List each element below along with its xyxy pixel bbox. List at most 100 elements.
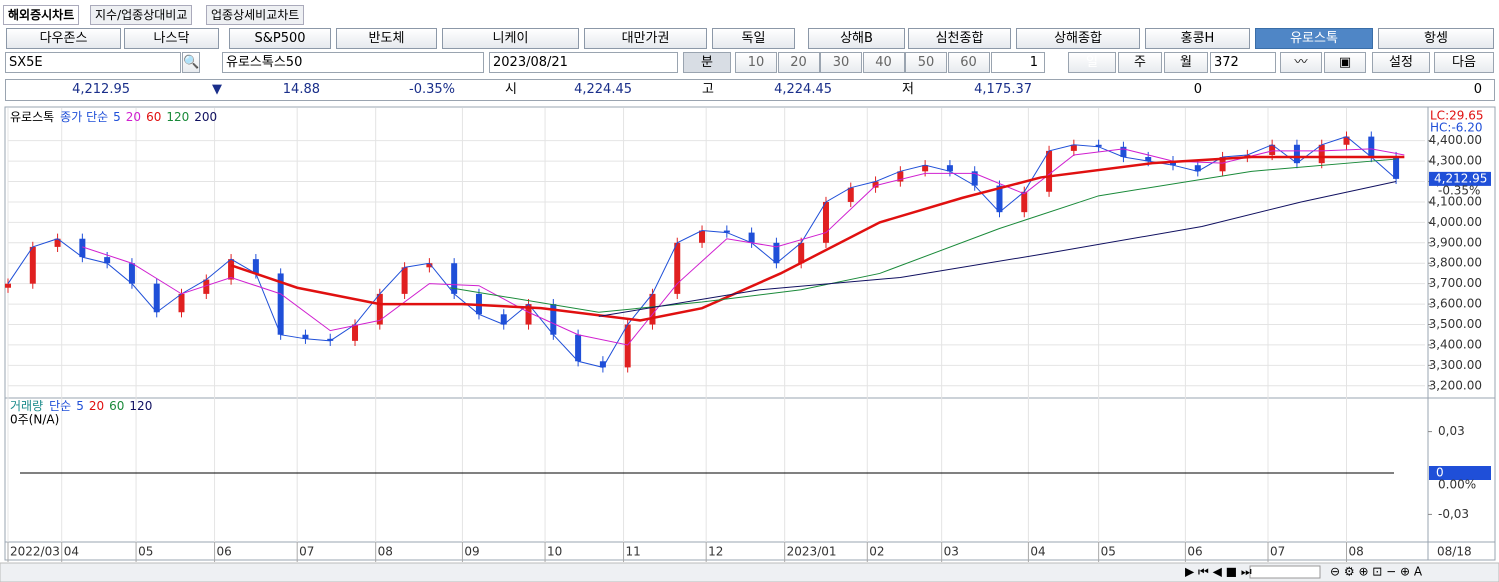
minute-step[interactable]: 60 — [947, 52, 990, 73]
y-tick-label: 3,400.00 — [1429, 337, 1482, 351]
x-tick-label: 10 — [547, 545, 562, 559]
index-button[interactable]: 나스닥 — [124, 28, 219, 49]
y-tick-label: 3,700.00 — [1429, 276, 1482, 290]
candle-body — [723, 230, 730, 233]
x-tick-label: 09 — [464, 545, 479, 559]
x-tick-label: 02 — [869, 545, 884, 559]
zero-box — [1429, 466, 1491, 480]
candle-body — [922, 165, 929, 172]
tab[interactable]: 업종상세비교차트 — [206, 5, 305, 25]
arrow: ▼ — [212, 82, 222, 97]
low-label: 저 — [902, 82, 914, 97]
y-tick-label: 3,500.00 — [1429, 317, 1482, 331]
legend-prefix: 종가 단순 — [60, 110, 108, 124]
moving-average — [598, 181, 1397, 317]
index-button[interactable]: 독일 — [712, 28, 795, 49]
count-input[interactable]: 372 — [1210, 52, 1276, 73]
minute-button[interactable]: 분 — [683, 52, 731, 73]
candle-body — [128, 263, 135, 284]
last-price-box — [1429, 171, 1491, 186]
candle-body — [29, 246, 36, 284]
chart-style[interactable]: 〰 — [1280, 52, 1322, 73]
rate: -0.35% — [409, 82, 455, 97]
tab[interactable]: 지수/업종상대비교 — [90, 5, 193, 25]
legend-entry: 5 — [76, 399, 84, 413]
legend-entry: 120 — [166, 110, 189, 124]
month-button[interactable]: 월 — [1164, 52, 1208, 73]
candle-body — [302, 334, 309, 339]
index-button[interactable]: 다우존스 — [6, 28, 121, 49]
candle-body — [575, 334, 582, 362]
moving-average — [449, 158, 1397, 313]
x-tick-label: 08 — [378, 545, 393, 559]
change: 14.88 — [282, 82, 320, 97]
y-tick-label: 3,800.00 — [1429, 256, 1482, 270]
scrollbar[interactable] — [0, 562, 1499, 582]
candle-body — [1169, 161, 1176, 166]
candle-body — [79, 238, 86, 258]
code-input[interactable]: SX5E — [5, 52, 181, 73]
chart-style[interactable]: ▣ — [1324, 52, 1366, 73]
next-button[interactable]: 다음 — [1434, 52, 1494, 73]
candle-body — [996, 185, 1003, 213]
candle-body — [5, 283, 11, 288]
index-button[interactable]: 니케이 — [442, 28, 579, 49]
y-tick-label: 4,400.00 — [1429, 133, 1482, 147]
candle-body — [550, 304, 557, 335]
volume-title: 거래량 — [10, 399, 43, 413]
tab[interactable]: 해외증시차트 — [3, 5, 80, 25]
index-button[interactable]: 홍콩H — [1145, 28, 1250, 49]
index-button[interactable]: 유로스톡 — [1255, 28, 1373, 49]
nav-icons[interactable]: ▶ ⏮ ◀ ■ ⏭ — [1185, 565, 1252, 579]
legend-entry: 200 — [194, 110, 217, 124]
volume: 0 — [1193, 82, 1202, 97]
y-tick-label: 3,900.00 — [1429, 235, 1482, 249]
zoom-icons[interactable]: ⊖ ⚙ ⊕ ⊡ − ⊕ A — [1330, 565, 1423, 579]
last-date: 08/18 — [1437, 545, 1472, 559]
minute-step[interactable]: 40 — [862, 52, 905, 73]
volume-note: 0주(N/A) — [10, 413, 59, 427]
x-tick-label: 04 — [64, 545, 79, 559]
settings-button[interactable]: 설정 — [1372, 52, 1430, 73]
candle-body — [1194, 165, 1201, 172]
legend: 유로스톡 종가 단순 5 20 60 120 200 — [10, 110, 217, 124]
index-button[interactable]: 반도체 — [336, 28, 437, 49]
index-button[interactable]: 상해종합 — [1016, 28, 1140, 49]
candle-body — [104, 257, 111, 264]
x-tick-label: 07 — [299, 545, 314, 559]
candle-body — [624, 324, 631, 368]
index-button[interactable]: 항셍 — [1378, 28, 1494, 49]
x-tick-label: 11 — [626, 545, 641, 559]
index-button[interactable]: 대만가권 — [584, 28, 707, 49]
minute-step[interactable]: 20 — [777, 52, 820, 73]
search-button[interactable]: 🔍 — [182, 52, 200, 73]
candle-body — [822, 201, 829, 243]
candle-body — [599, 361, 606, 368]
scroll-thumb[interactable] — [1249, 565, 1321, 579]
index-button[interactable]: 상해B — [808, 28, 905, 49]
legend-entry: 20 — [126, 110, 141, 124]
candle-body — [1070, 144, 1077, 151]
minute-step[interactable]: 30 — [820, 52, 862, 73]
candle-body — [327, 338, 334, 341]
x-tick-label: 03 — [944, 545, 959, 559]
candle-body — [1343, 136, 1350, 145]
step-input[interactable]: 1 — [991, 52, 1045, 73]
candle-body — [451, 263, 458, 294]
date-input[interactable]: 2023/08/21 — [489, 52, 678, 73]
lc-label: LC:29.65 — [1430, 109, 1483, 123]
minute-step[interactable]: 10 — [735, 52, 777, 73]
candle-body — [1368, 136, 1375, 158]
candle-body — [54, 238, 61, 247]
y-tick-label: 3,200.00 — [1429, 378, 1482, 392]
info-bar — [5, 79, 1495, 101]
minute-step[interactable]: 50 — [905, 52, 947, 73]
candle-body — [1046, 150, 1053, 192]
legend-entry: 5 — [113, 110, 121, 124]
legend-title: 유로스톡 — [10, 110, 54, 124]
index-button[interactable]: 심천종합 — [908, 28, 1011, 49]
index-button[interactable]: S&P500 — [229, 28, 331, 49]
day-button[interactable]: 일 — [1068, 52, 1116, 73]
y-tick-label: 3,600.00 — [1429, 297, 1482, 311]
week-button[interactable]: 주 — [1118, 52, 1162, 73]
